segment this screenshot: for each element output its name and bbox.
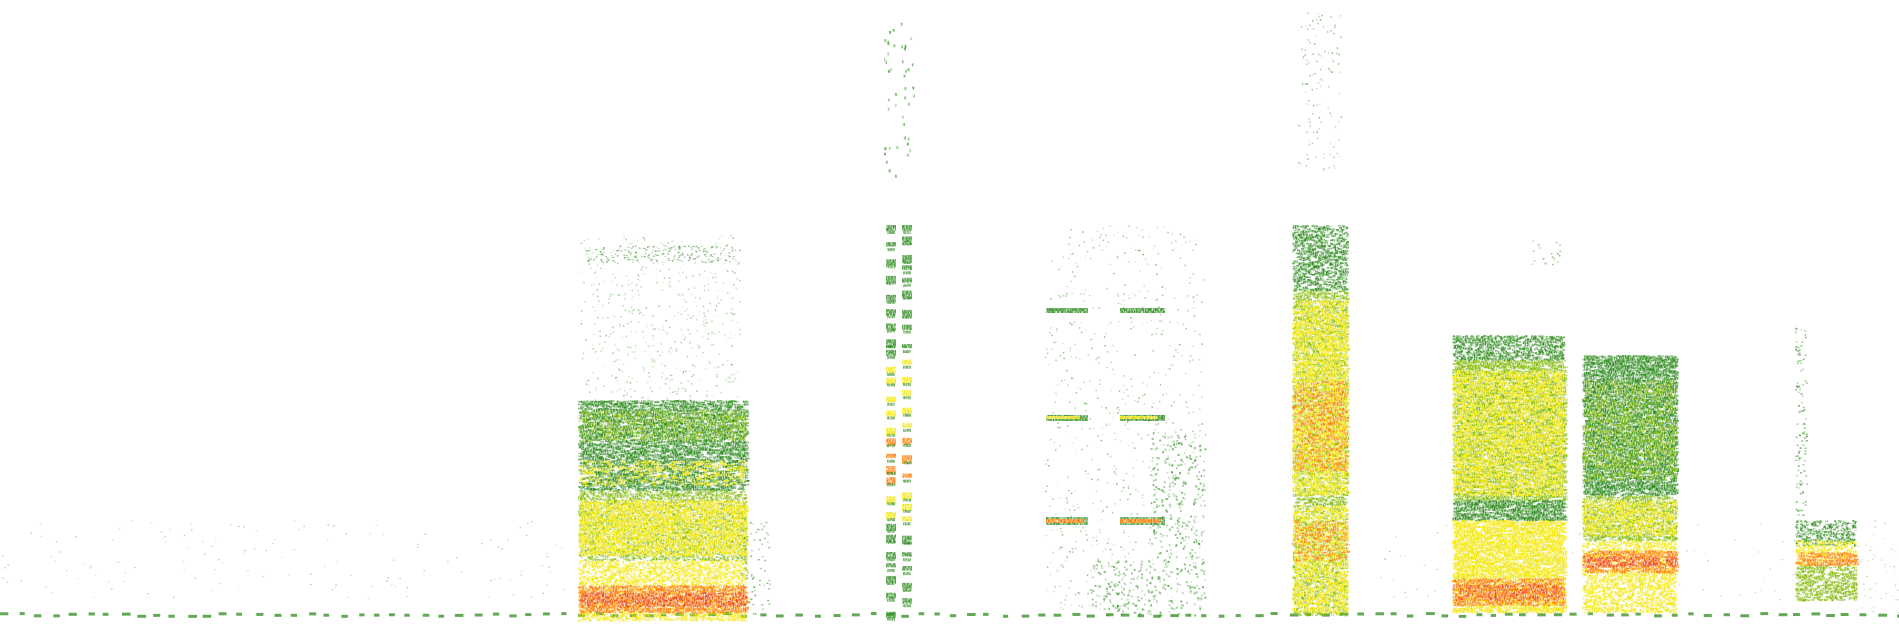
segment-blob-a — [578, 235, 771, 622]
spectrogram-segments — [578, 13, 1899, 622]
segment-block-e — [1452, 240, 1568, 613]
segment-small-g — [1795, 328, 1899, 614]
segment-tall-column-d — [1292, 13, 1350, 617]
segment-double-block-c — [1045, 225, 1207, 617]
segment-stripe-b — [884, 23, 915, 621]
segment-block-f — [1582, 355, 1679, 613]
